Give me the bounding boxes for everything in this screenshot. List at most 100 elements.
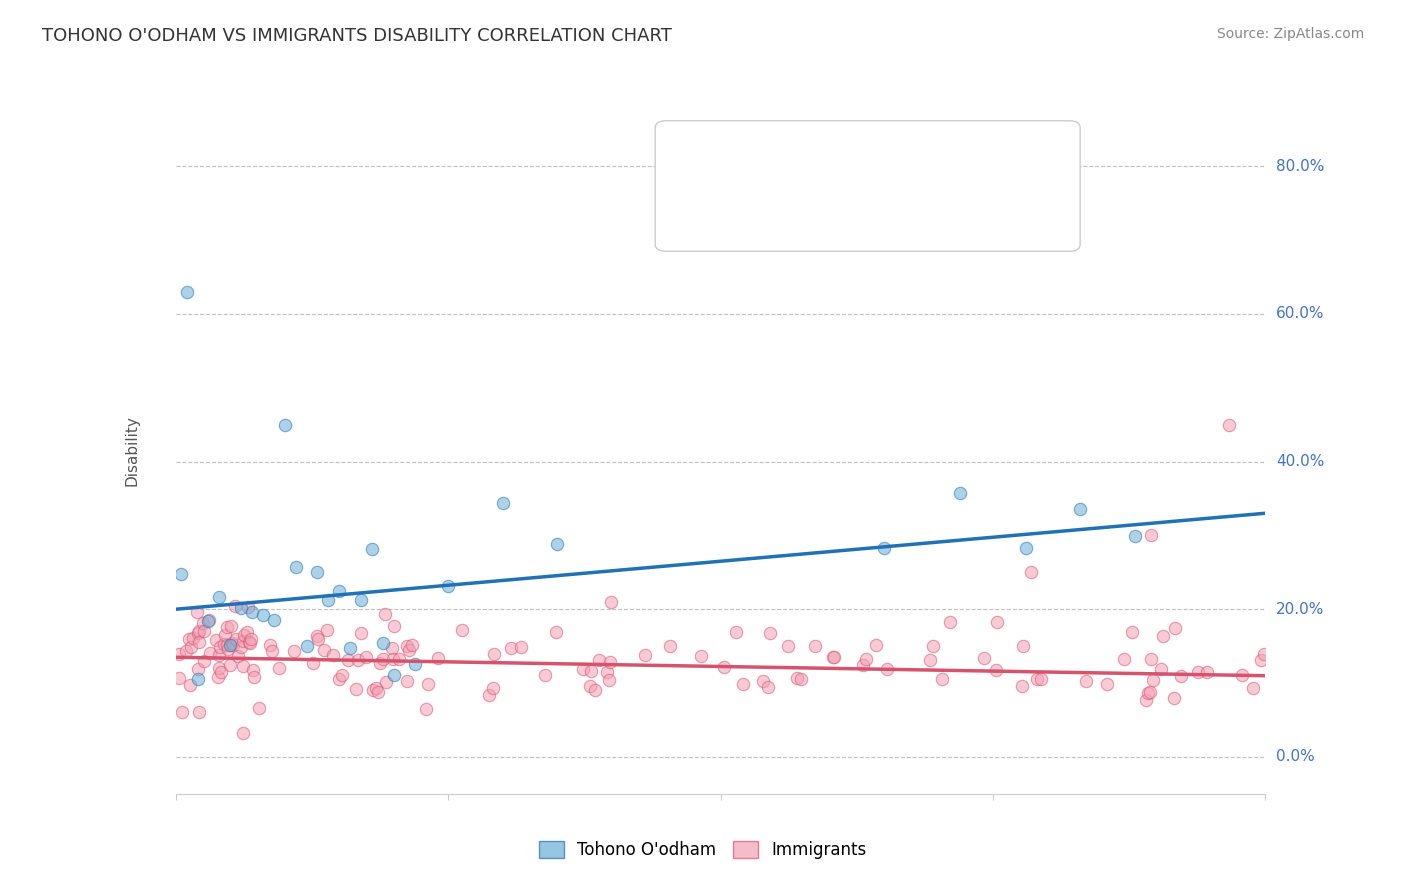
Point	[197, 614, 219, 628]
Point	[252, 607, 274, 622]
Point	[1139, 651, 1161, 665]
Text: Disability: Disability	[125, 415, 139, 486]
Point	[381, 640, 404, 655]
Point	[240, 605, 263, 619]
Point	[208, 661, 231, 675]
Point	[416, 676, 439, 690]
Point	[219, 618, 242, 632]
Point	[374, 607, 396, 621]
Point	[214, 637, 236, 651]
Point	[986, 615, 1008, 629]
Point	[236, 600, 259, 615]
Point	[546, 537, 568, 551]
Point	[238, 635, 260, 649]
Point	[920, 653, 942, 667]
Point	[776, 639, 799, 653]
Point	[344, 682, 367, 697]
Point	[176, 285, 198, 299]
Point	[756, 680, 779, 694]
Point	[931, 672, 953, 686]
Text: 40.0%: 40.0%	[1277, 454, 1324, 469]
Point	[209, 640, 232, 654]
Legend: Tohono O'odham, Immigrants: Tohono O'odham, Immigrants	[533, 834, 873, 866]
Point	[233, 628, 256, 642]
Point	[1149, 662, 1171, 676]
Text: 60.0%: 60.0%	[1277, 306, 1324, 321]
Point	[725, 624, 748, 639]
Point	[1123, 529, 1146, 543]
Point	[198, 646, 221, 660]
Point	[207, 669, 229, 683]
Point	[401, 638, 423, 652]
Point	[579, 679, 602, 693]
Point	[375, 675, 398, 690]
Point	[633, 648, 655, 662]
Point	[1163, 690, 1185, 705]
Point	[1015, 541, 1038, 555]
Point	[236, 625, 259, 640]
Point	[398, 642, 420, 657]
Point	[283, 644, 305, 658]
Point	[371, 636, 394, 650]
Point	[208, 648, 231, 662]
Point	[1152, 629, 1174, 643]
Point	[1139, 528, 1161, 542]
Point	[180, 640, 202, 654]
Point	[1074, 673, 1097, 688]
Point	[534, 667, 557, 681]
Point	[259, 638, 281, 652]
Point	[690, 648, 713, 663]
Point	[224, 599, 246, 614]
Point	[396, 640, 419, 654]
Point	[973, 651, 995, 665]
Point	[395, 674, 418, 689]
Point	[193, 654, 215, 668]
Point	[1197, 665, 1219, 680]
Point	[855, 652, 877, 666]
Point	[232, 659, 254, 673]
Point	[307, 565, 329, 579]
Point	[170, 705, 193, 719]
Point	[242, 663, 264, 677]
Point	[361, 682, 384, 697]
Point	[1187, 665, 1209, 680]
Point	[599, 655, 621, 669]
Point	[318, 593, 340, 607]
Point	[492, 496, 515, 510]
Point	[1121, 624, 1143, 639]
Point	[225, 632, 247, 646]
Point	[509, 640, 531, 654]
Point	[301, 656, 323, 670]
Point	[1137, 686, 1160, 700]
Text: 20.0%: 20.0%	[1277, 602, 1324, 616]
Point	[219, 657, 242, 672]
Point	[949, 485, 972, 500]
Point	[314, 643, 336, 657]
Point	[187, 625, 209, 640]
FancyBboxPatch shape	[655, 120, 1080, 252]
Point	[197, 614, 219, 628]
Point	[239, 632, 262, 647]
Point	[167, 647, 190, 661]
Point	[215, 638, 238, 652]
Point	[231, 640, 253, 654]
Point	[1025, 672, 1047, 686]
Point	[1241, 681, 1264, 695]
Point	[274, 417, 297, 432]
Point	[328, 672, 350, 686]
Point	[1164, 620, 1187, 634]
Point	[354, 649, 377, 664]
Text: TOHONO O'ODHAM VS IMMIGRANTS DISABILITY CORRELATION CHART: TOHONO O'ODHAM VS IMMIGRANTS DISABILITY …	[42, 27, 672, 45]
Point	[217, 641, 239, 656]
Point	[658, 639, 681, 653]
Point	[789, 672, 811, 686]
Point	[367, 685, 389, 699]
Point	[984, 663, 1007, 677]
Point	[267, 661, 290, 675]
Point	[484, 648, 506, 662]
Point	[1139, 685, 1161, 699]
Point	[922, 639, 945, 653]
Point	[437, 580, 460, 594]
Legend: R =  0.347   N =  31, R = -0.154  N = 155: R = 0.347 N = 31, R = -0.154 N = 155	[738, 136, 987, 200]
Point	[763, 233, 786, 247]
